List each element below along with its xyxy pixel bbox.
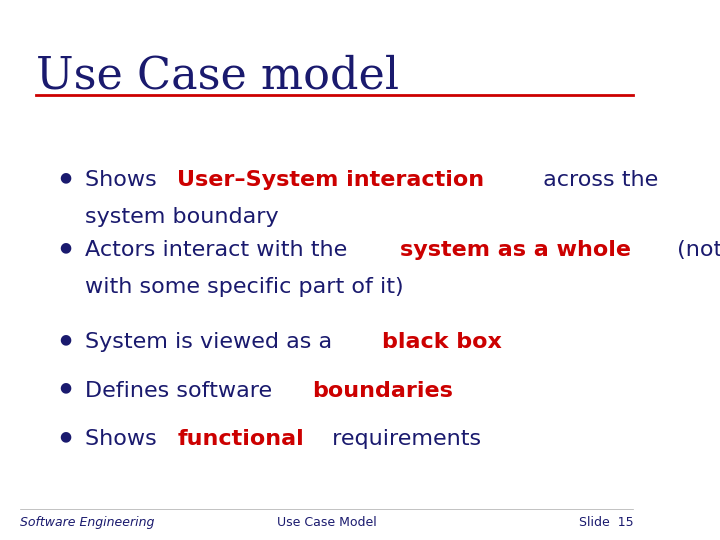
Text: Shows: Shows [85,170,163,190]
Text: ●: ● [59,170,71,184]
Text: system boundary: system boundary [85,207,279,227]
Text: ●: ● [59,429,71,443]
Text: ●: ● [59,332,71,346]
Text: Shows: Shows [85,429,163,449]
Text: System is viewed as a: System is viewed as a [85,332,339,352]
Text: black box: black box [382,332,503,352]
Text: functional: functional [177,429,304,449]
Text: system as a whole: system as a whole [400,240,631,260]
Text: User–System interaction: User–System interaction [177,170,485,190]
Text: ●: ● [59,381,71,395]
Text: (not: (not [670,240,720,260]
Text: Use Case Model: Use Case Model [276,516,377,529]
Text: Actors interact with the: Actors interact with the [85,240,354,260]
Text: Use Case model: Use Case model [36,54,399,97]
Text: Software Engineering: Software Engineering [19,516,154,529]
Text: Slide  15: Slide 15 [579,516,634,529]
Text: across the: across the [536,170,659,190]
Text: boundaries: boundaries [312,381,453,401]
Text: Defines software: Defines software [85,381,279,401]
Text: requirements: requirements [325,429,482,449]
Text: with some specific part of it): with some specific part of it) [85,277,403,297]
Text: ●: ● [59,240,71,254]
